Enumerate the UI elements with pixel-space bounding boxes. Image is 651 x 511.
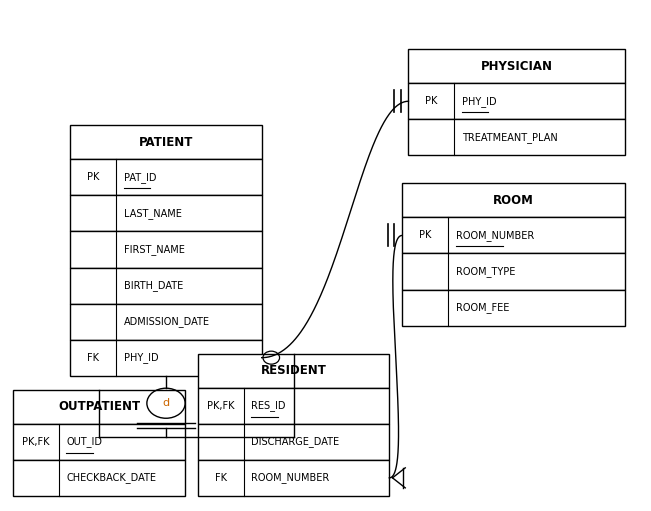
Bar <box>402 253 626 290</box>
Bar <box>198 388 389 424</box>
Bar <box>408 119 626 155</box>
Bar <box>70 125 262 159</box>
Text: ROOM: ROOM <box>493 194 534 207</box>
Text: PK: PK <box>87 172 100 182</box>
Bar <box>198 424 389 460</box>
Text: PK,FK: PK,FK <box>207 401 234 411</box>
Text: PK,FK: PK,FK <box>22 437 49 447</box>
Text: ROOM_NUMBER: ROOM_NUMBER <box>456 230 534 241</box>
Bar <box>408 83 626 119</box>
Text: RES_ID: RES_ID <box>251 400 286 411</box>
Text: FIRST_NAME: FIRST_NAME <box>124 244 185 255</box>
Text: ROOM_FEE: ROOM_FEE <box>456 302 509 313</box>
Text: PK: PK <box>419 230 431 241</box>
Text: PATIENT: PATIENT <box>139 136 193 149</box>
Text: PHY_ID: PHY_ID <box>462 96 497 107</box>
Bar <box>402 290 626 326</box>
Text: PHYSICIAN: PHYSICIAN <box>481 60 553 73</box>
Text: PAT_ID: PAT_ID <box>124 172 156 183</box>
Text: ROOM_TYPE: ROOM_TYPE <box>456 266 515 277</box>
Bar <box>70 159 262 195</box>
Text: DISCHARGE_DATE: DISCHARGE_DATE <box>251 436 340 447</box>
Text: LAST_NAME: LAST_NAME <box>124 208 182 219</box>
Bar <box>402 218 626 253</box>
Text: PHY_ID: PHY_ID <box>124 352 159 363</box>
Text: FK: FK <box>215 473 227 483</box>
Bar <box>198 460 389 496</box>
Bar <box>408 49 626 83</box>
Bar <box>70 304 262 340</box>
Bar <box>402 183 626 218</box>
Text: RESIDENT: RESIDENT <box>260 364 327 377</box>
Text: OUT_ID: OUT_ID <box>66 436 102 447</box>
Text: FK: FK <box>87 353 99 363</box>
Bar <box>198 354 389 388</box>
Bar <box>13 460 185 496</box>
Bar <box>70 195 262 231</box>
Text: BIRTH_DATE: BIRTH_DATE <box>124 280 183 291</box>
Text: TREATMEANT_PLAN: TREATMEANT_PLAN <box>462 132 558 143</box>
Text: d: d <box>163 398 169 408</box>
Text: CHECKBACK_DATE: CHECKBACK_DATE <box>66 472 156 483</box>
Bar <box>13 424 185 460</box>
Text: ADMISSION_DATE: ADMISSION_DATE <box>124 316 210 327</box>
Bar <box>70 268 262 304</box>
Bar <box>13 390 185 424</box>
Text: OUTPATIENT: OUTPATIENT <box>58 400 140 413</box>
Bar <box>70 231 262 268</box>
Bar <box>70 340 262 376</box>
Text: ROOM_NUMBER: ROOM_NUMBER <box>251 472 330 483</box>
Text: PK: PK <box>425 96 437 106</box>
